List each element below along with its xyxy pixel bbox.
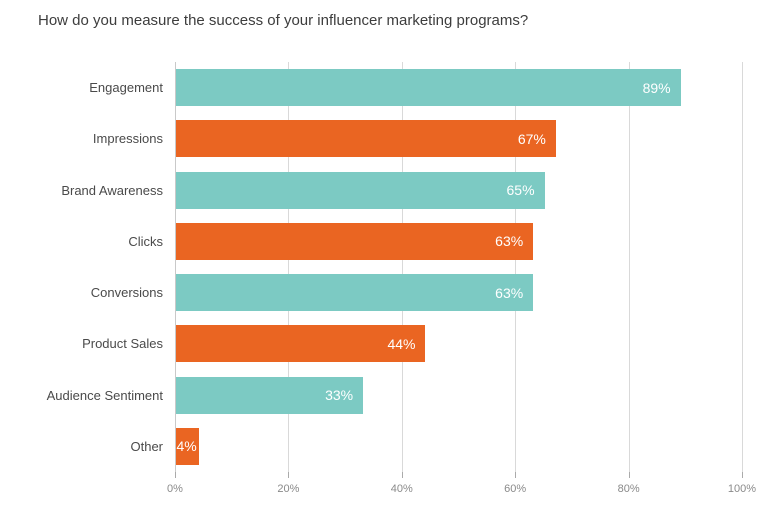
x-tick-label: 100% (727, 483, 757, 495)
category-label: Audience Sentiment (46, 387, 163, 403)
bar: 33% (176, 376, 364, 414)
chart-title: How do you measure the success of your i… (38, 12, 529, 29)
bar: 44% (176, 325, 426, 363)
x-tick-label: 80% (617, 483, 640, 495)
x-tick-label: 40% (390, 483, 413, 495)
value-label: 63% (495, 233, 524, 250)
value-label: 33% (325, 387, 354, 404)
tick-mark (742, 472, 743, 478)
gridline (515, 62, 517, 472)
gridline (175, 62, 176, 472)
tick-mark (628, 472, 630, 478)
x-tick-label: 20% (277, 483, 300, 495)
category-label: Impressions (92, 131, 163, 147)
value-label: 4% (176, 438, 197, 455)
x-tick-label: 0% (167, 483, 183, 495)
bar: 67% (176, 120, 556, 158)
value-label: 65% (506, 182, 535, 199)
bar: 89% (176, 69, 681, 107)
bar: 63% (176, 274, 534, 312)
value-label: 89% (642, 79, 671, 96)
value-label: 63% (495, 284, 524, 301)
bar: 63% (176, 222, 534, 260)
tick-mark (288, 472, 290, 478)
gridline (288, 62, 290, 472)
tick-mark (515, 472, 517, 478)
gridline (401, 62, 403, 472)
value-label: 44% (387, 335, 416, 352)
gridline (742, 62, 743, 472)
category-label: Product Sales (82, 336, 163, 352)
tick-mark (175, 472, 176, 478)
gridline (628, 62, 630, 472)
value-label: 67% (517, 130, 546, 147)
category-label: Brand Awareness (61, 182, 163, 198)
category-label: Clicks (128, 233, 163, 249)
category-label: Engagement (89, 80, 163, 96)
category-label: Conversions (90, 285, 163, 301)
x-tick-label: 60% (504, 483, 527, 495)
bar: 4% (176, 427, 199, 465)
tick-mark (401, 472, 403, 478)
bar: 65% (176, 171, 545, 209)
category-label: Other (130, 438, 163, 454)
